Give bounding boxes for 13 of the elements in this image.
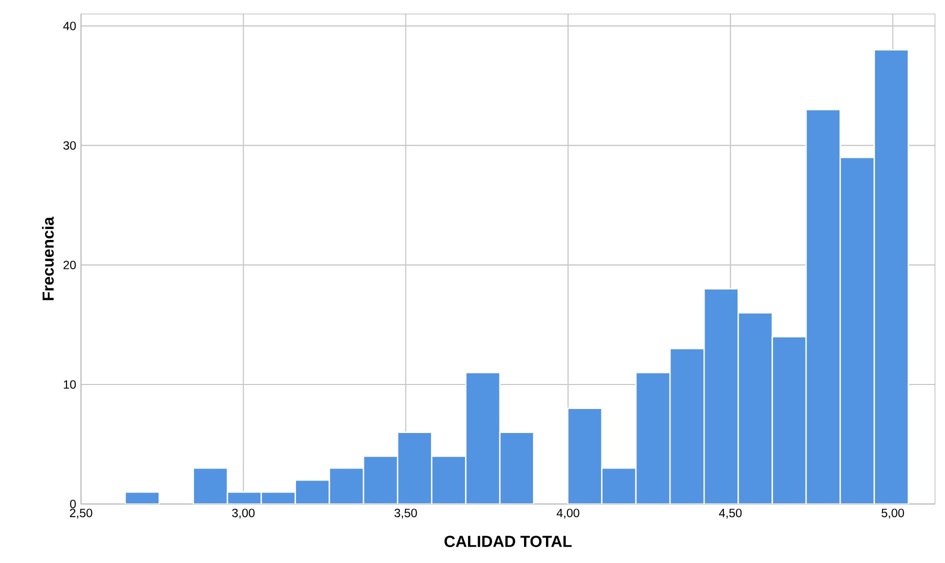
x-tick-label: 4,00 [556, 508, 580, 519]
y-tick-label: 10 [64, 380, 76, 389]
y-tick-label: 0 [70, 500, 76, 508]
x-tick-label: 5,00 [882, 508, 904, 519]
y-axis-title: Frecuencia [42, 216, 54, 300]
x-tick-label: 3,50 [394, 508, 417, 519]
x-tick-label: 3,00 [232, 508, 255, 519]
y-tick-label: 20 [64, 260, 76, 270]
x-tick-label: 4,50 [719, 508, 742, 519]
x-tick-label: 2,50 [70, 508, 92, 519]
x-axis-title: CALIDAD TOTAL [444, 536, 572, 548]
y-tick-label: 40 [63, 22, 76, 30]
y-tick-label: 30 [63, 141, 76, 150]
